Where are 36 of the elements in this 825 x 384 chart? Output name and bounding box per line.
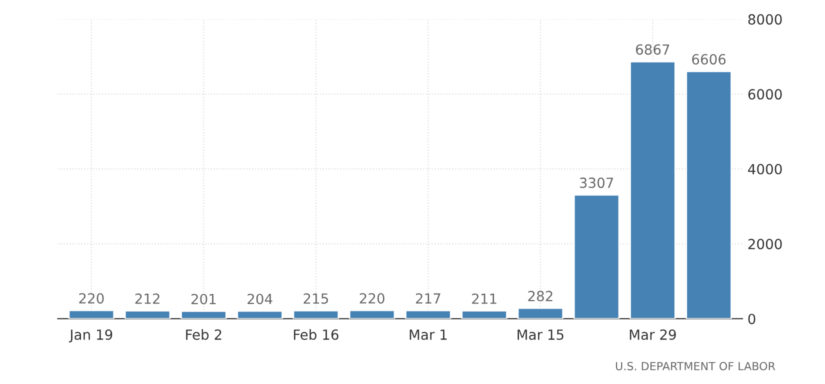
bar bbox=[630, 60, 676, 319]
data-label: 212 bbox=[135, 293, 160, 304]
bar bbox=[517, 307, 564, 319]
data-label: 6867 bbox=[636, 44, 670, 55]
data-label: 220 bbox=[79, 293, 104, 304]
data-label: 204 bbox=[248, 294, 272, 304]
bar bbox=[68, 310, 115, 319]
bar bbox=[236, 310, 283, 319]
data-label: 211 bbox=[472, 293, 496, 304]
bar bbox=[348, 310, 396, 319]
data-label: 3307 bbox=[580, 178, 614, 188]
bar bbox=[292, 310, 340, 319]
x-tick-label: Mar 29 bbox=[630, 329, 676, 340]
data-label: 217 bbox=[416, 293, 440, 304]
y-tick-label: 4000 bbox=[748, 164, 782, 174]
x-tick-label: Feb 2 bbox=[186, 329, 222, 340]
x-tick-label: Jan 19 bbox=[68, 329, 112, 342]
x-tick-label: Mar 15 bbox=[518, 330, 564, 340]
bar bbox=[405, 310, 452, 319]
bar bbox=[124, 310, 171, 319]
data-label: 220 bbox=[360, 293, 384, 304]
x-tick-label: Feb 16 bbox=[294, 329, 338, 340]
bar bbox=[180, 310, 227, 319]
y-tick-label: 6000 bbox=[748, 89, 782, 100]
text: U.S. DEPARTMENT OF LABOR bbox=[616, 362, 776, 370]
bar bbox=[686, 70, 732, 319]
data-label: 282 bbox=[528, 290, 552, 302]
data-label: 215 bbox=[304, 293, 328, 304]
y-tick-label: 0 bbox=[748, 314, 756, 324]
bar bbox=[461, 310, 508, 319]
y-tick-label: 8000 bbox=[748, 14, 782, 25]
data-label: 6606 bbox=[692, 54, 726, 65]
data-label: 201 bbox=[191, 294, 216, 304]
y-tick-label: 2000 bbox=[748, 238, 782, 250]
bar bbox=[573, 194, 620, 319]
x-tick-label: Mar 1 bbox=[410, 330, 447, 340]
